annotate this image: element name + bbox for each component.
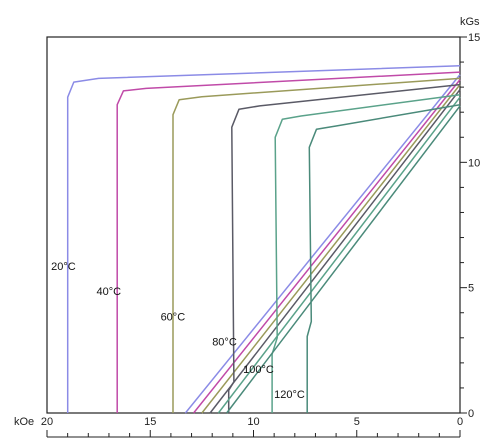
demag-curve-60c [172,77,461,413]
curve-label: 120°C [274,389,305,401]
y-unit-label: kGs [460,16,480,28]
plot-frame [46,36,461,414]
curve-labels: 20°C 40°C 60°C 80°C 100°C 120°C [51,261,305,401]
curve-label: 40°C [97,286,122,298]
x-tick-label: 0 [457,416,463,428]
x-tick-label: 5 [354,416,360,428]
induction-line-80c [209,89,461,414]
y-tick-label: 0 [468,408,474,420]
curve-label: 100°C [243,364,274,376]
demag-curve-20c [66,65,461,413]
induction-line-40c [193,79,461,414]
demag-curve-80c [227,83,461,413]
y-tick-label: 15 [468,32,480,44]
induction-line-120c [226,105,461,414]
x-tick-label: 20 [41,416,53,428]
y-tick-label: 10 [468,157,480,169]
y-tick-label: 5 [468,283,474,295]
demag-curve-40c [116,71,461,413]
demag-curve-120c [306,103,461,413]
induction-line-20c [184,74,461,414]
induction-line-100c [217,96,461,414]
x-axis: 20 15 10 5 0 [41,416,463,438]
y-axis: 0 5 10 15 [460,32,480,420]
curve-label: 20°C [51,261,76,273]
induction-line-60c [201,84,461,414]
x-tick-label: 15 [144,416,156,428]
curve-label: 80°C [212,336,237,348]
x-tick-label: 10 [247,416,259,428]
curve-label: 60°C [161,311,186,323]
curves-layer [66,65,461,414]
x-unit-label: kOe [14,416,34,428]
